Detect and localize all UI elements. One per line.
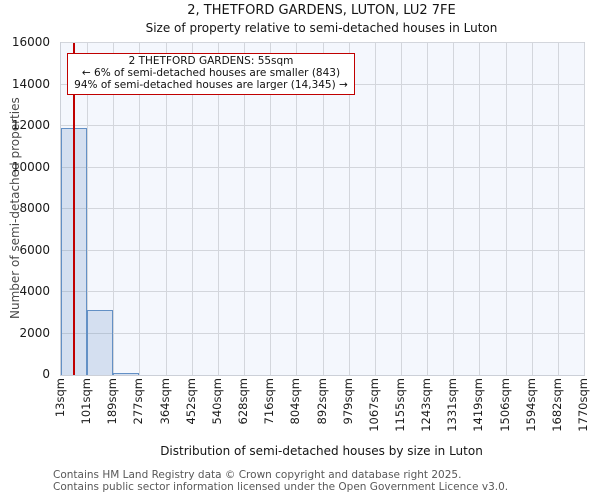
gridline-vertical: [113, 43, 115, 375]
histogram-bar: [87, 309, 114, 375]
annotation-line-2: ← 6% of semi-detached houses are smaller…: [81, 66, 341, 79]
gridline-vertical: [165, 43, 167, 375]
attribution-footer: Contains HM Land Registry data © Crown c…: [53, 469, 509, 493]
x-tick-label: 277sqm: [131, 378, 146, 425]
chart-subtitle: Size of property relative to semi-detach…: [145, 21, 498, 35]
x-tick-label: 452sqm: [183, 378, 198, 425]
annotation-line-1: 2 THETFORD GARDENS: 55sqm: [128, 55, 294, 67]
x-tick-label: 1770sqm: [576, 378, 590, 432]
x-tick-label: 1506sqm: [497, 378, 512, 432]
x-tick-label: 1682sqm: [549, 378, 564, 432]
y-tick-label: 0: [42, 367, 50, 381]
gridline-vertical: [557, 43, 559, 375]
y-tick-label: 4000: [19, 284, 50, 298]
x-tick-label: 540sqm: [209, 378, 224, 425]
plot-area: 2 THETFORD GARDENS: 55sqm ← 6% of semi-d…: [60, 42, 585, 376]
x-tick-label: 892sqm: [314, 378, 329, 425]
gridline-vertical: [322, 43, 324, 375]
gridline-vertical: [374, 43, 376, 375]
x-tick-label: 364sqm: [157, 378, 172, 425]
footer-line-1: Contains HM Land Registry data © Crown c…: [53, 469, 462, 481]
chart-title: 2, THETFORD GARDENS, LUTON, LU2 7FE: [187, 3, 456, 18]
y-tick-label: 2000: [19, 325, 50, 340]
x-tick-label: 189sqm: [105, 378, 120, 425]
gridline-vertical: [479, 43, 481, 375]
y-tick-label: 6000: [19, 242, 50, 257]
x-tick-label: 1594sqm: [523, 378, 538, 432]
x-axis-tick-labels: 13sqm 101sqm 189sqm 277sqm 364sqm 452sqm 540sq…: [53, 378, 590, 442]
gridline-vertical: [270, 43, 272, 375]
x-tick-label: 13sqm: [53, 378, 67, 418]
x-tick-label: 804sqm: [288, 378, 303, 425]
title-block: 2, THETFORD GARDENS, LUTON, LU2 7FE Size…: [60, 3, 583, 35]
y-tick-label: 12000: [11, 118, 50, 132]
x-tick-label: 1331sqm: [445, 378, 460, 432]
gridline-vertical: [87, 43, 89, 375]
gridline-horizontal: [61, 42, 584, 43]
gridline-vertical: [505, 43, 507, 375]
gridline-vertical: [427, 43, 429, 375]
gridline-vertical: [244, 43, 246, 375]
x-tick-label: 101sqm: [79, 378, 94, 425]
x-tick-label: 716sqm: [262, 378, 277, 425]
gridline-vertical: [217, 43, 219, 375]
y-tick-label: 8000: [19, 201, 50, 215]
x-tick-label: 628sqm: [236, 378, 251, 425]
histogram-bar: [113, 372, 140, 375]
y-tick-label: 16000: [11, 35, 50, 49]
x-tick-label: 1419sqm: [471, 378, 486, 432]
annotation-line-3: 94% of semi-detached houses are larger (…: [74, 78, 348, 91]
gridline-vertical: [348, 43, 350, 375]
gridline-vertical: [139, 43, 141, 375]
gridline-vertical: [400, 43, 402, 375]
x-tick-label: 979sqm: [340, 378, 355, 425]
y-tick-label: 10000: [11, 159, 50, 174]
footer-line-2: Contains public sector information licen…: [53, 480, 509, 493]
annotation-box: 2 THETFORD GARDENS: 55sqm ← 6% of semi-d…: [67, 53, 355, 95]
property-marker-line: [72, 43, 75, 375]
y-tick-label: 14000: [11, 76, 50, 91]
x-tick-label: 1243sqm: [419, 378, 434, 432]
gridline-vertical: [584, 43, 585, 375]
x-axis-title: Distribution of semi-detached houses by …: [160, 444, 483, 458]
gridline-vertical: [191, 43, 193, 375]
x-tick-label: 1155sqm: [392, 378, 407, 432]
x-tick-label: 1067sqm: [366, 378, 381, 432]
y-axis-tick-labels: 0 2000 4000 6000 8000 10000 12000 14000 16000: [0, 35, 55, 381]
gridline-vertical: [531, 43, 533, 375]
gridline-vertical: [296, 43, 298, 375]
gridline-vertical: [453, 43, 455, 375]
